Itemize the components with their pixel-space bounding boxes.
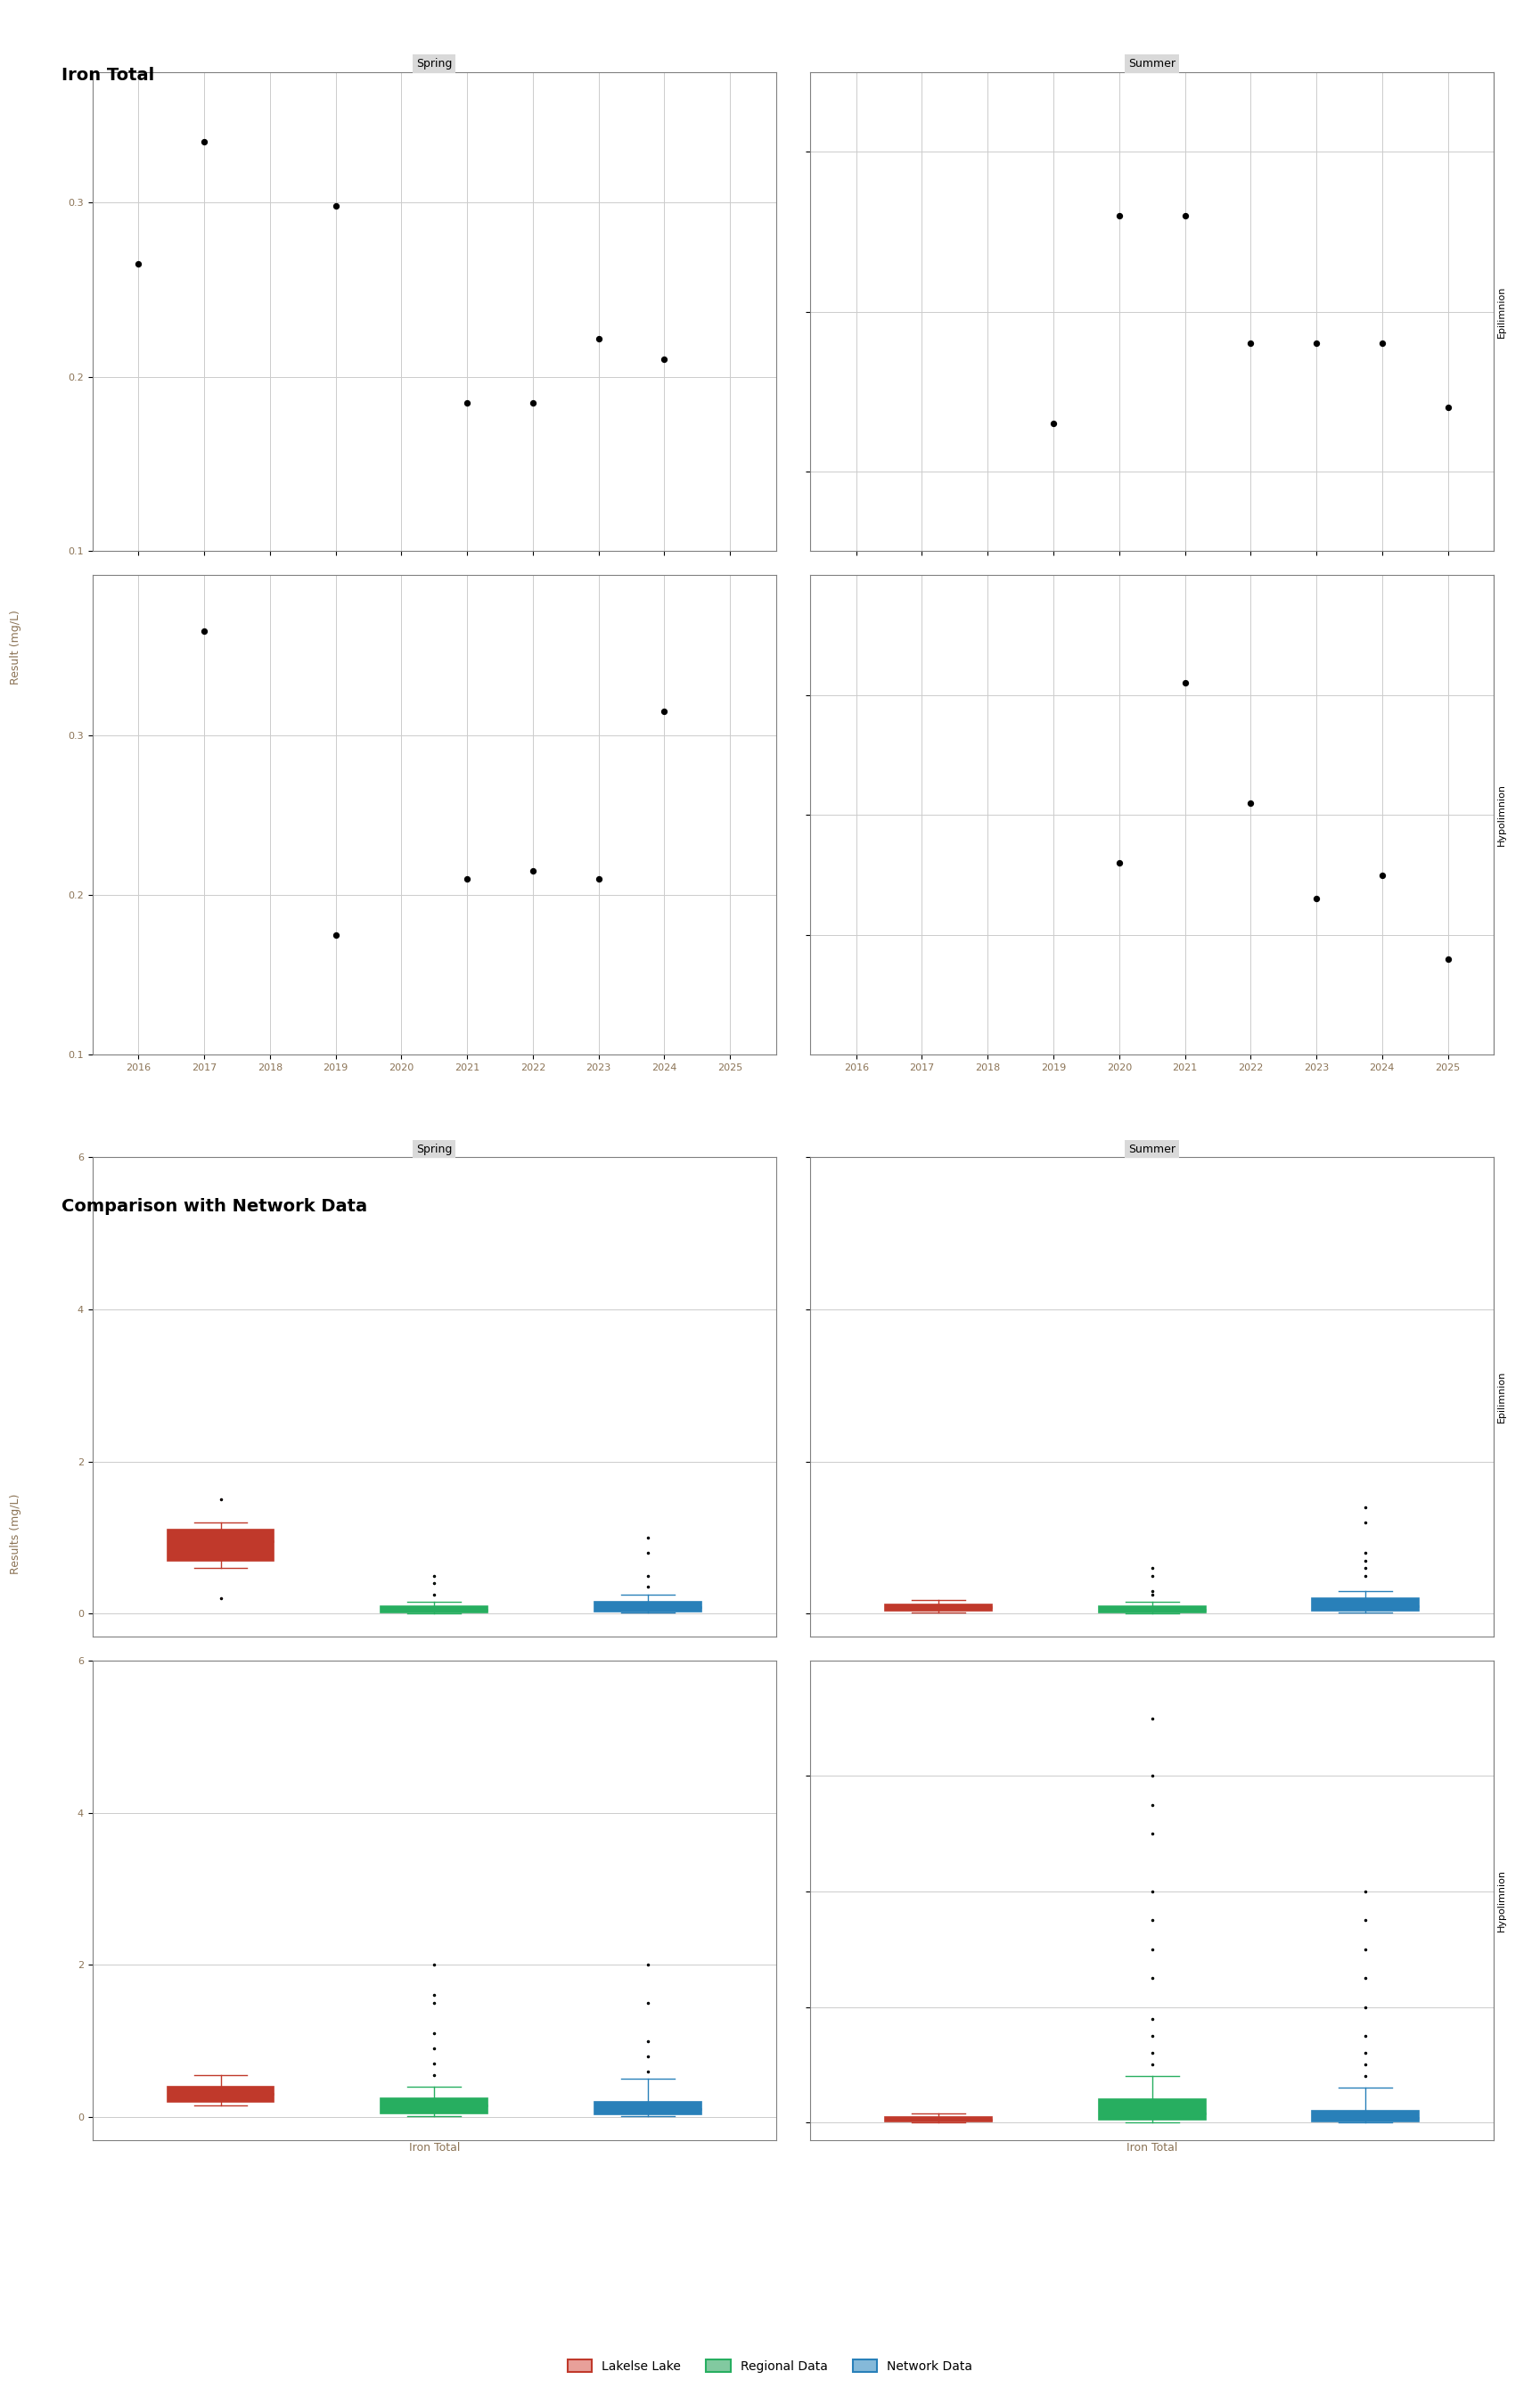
Point (651, 692, 676, 731)
Point (1238, 783, 1263, 822)
Point (1304, 879, 1329, 918)
PathPatch shape (885, 2116, 992, 2120)
Title: Spring: Spring (416, 58, 453, 69)
PathPatch shape (380, 1605, 488, 1613)
Point (1304, 323, 1329, 362)
Point (651, 340, 676, 379)
Point (1369, 323, 1394, 362)
PathPatch shape (1312, 2111, 1418, 2120)
X-axis label: Iron Total: Iron Total (1126, 2142, 1178, 2154)
Point (1172, 196, 1197, 235)
Point (192, 611, 217, 649)
Point (1107, 843, 1132, 882)
Legend: Lakelse Lake, Regional Data, Network Data: Lakelse Lake, Regional Data, Network Dat… (562, 2355, 978, 2377)
Text: Result (mg/L): Result (mg/L) (9, 609, 22, 685)
Point (1435, 388, 1460, 426)
Point (1172, 664, 1197, 702)
Y-axis label: Epilimnion: Epilimnion (1497, 1371, 1506, 1423)
Y-axis label: Hypolimnion: Hypolimnion (1497, 1869, 1506, 1931)
Point (521, 383, 545, 422)
Title: Summer: Summer (1129, 58, 1175, 69)
PathPatch shape (168, 1531, 274, 1560)
Point (587, 319, 611, 357)
Point (1041, 405, 1066, 443)
PathPatch shape (594, 2101, 701, 2113)
Point (521, 851, 545, 889)
PathPatch shape (380, 2099, 488, 2113)
Title: Summer: Summer (1129, 1143, 1175, 1155)
Text: Comparison with Network Data: Comparison with Network Data (62, 1198, 368, 1215)
PathPatch shape (885, 1605, 992, 1610)
Text: Results (mg/L): Results (mg/L) (9, 1493, 22, 1574)
Point (323, 915, 348, 954)
PathPatch shape (168, 2087, 274, 2101)
PathPatch shape (1312, 1598, 1418, 1610)
PathPatch shape (1098, 1605, 1206, 1613)
Y-axis label: Hypolimnion: Hypolimnion (1497, 783, 1506, 846)
Title: Spring: Spring (416, 1143, 453, 1155)
X-axis label: Iron Total: Iron Total (408, 2142, 460, 2154)
Point (587, 860, 611, 898)
Point (126, 244, 151, 283)
Point (323, 187, 348, 225)
Point (1107, 196, 1132, 235)
Point (1238, 323, 1263, 362)
PathPatch shape (594, 1603, 701, 1613)
Text: Iron Total: Iron Total (62, 67, 154, 84)
PathPatch shape (1098, 2099, 1206, 2120)
Point (454, 860, 479, 898)
Point (454, 383, 479, 422)
Point (1369, 855, 1394, 894)
Point (1435, 939, 1460, 978)
Y-axis label: Epilimnion: Epilimnion (1497, 285, 1506, 338)
Point (192, 122, 217, 161)
